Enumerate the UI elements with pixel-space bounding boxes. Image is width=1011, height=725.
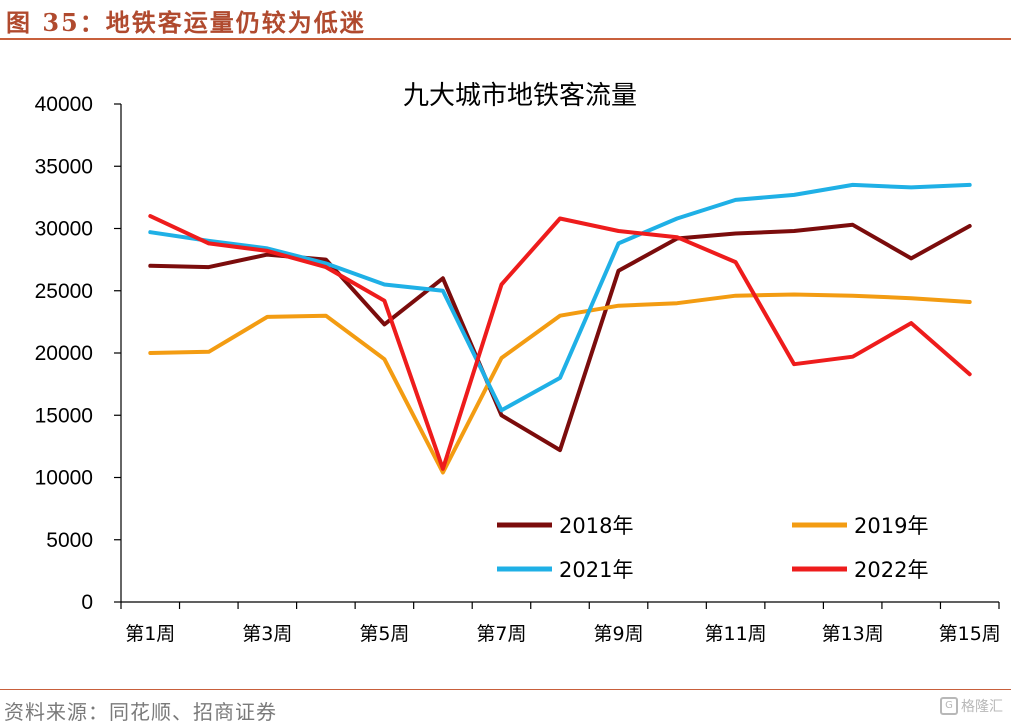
header-rule	[0, 38, 1011, 40]
x-tick-label: 第11周	[705, 623, 767, 645]
chart-axes: 0 5000 10000 15000 20000 25000 30000 35000 40000…	[35, 93, 1001, 645]
series-line-2021年	[148, 182, 972, 413]
y-tick-label: 15000	[35, 404, 93, 427]
y-tick-label: 40000	[35, 93, 93, 116]
x-tick-label: 第15周	[939, 623, 1001, 645]
figure-title: 图 35：地铁客运量仍较为低迷	[6, 8, 366, 37]
x-tick-label: 第13周	[822, 623, 884, 645]
y-tick-label: 0	[81, 591, 93, 614]
x-tick-label: 第3周	[242, 623, 292, 645]
source-note: 资料来源：同花顺、招商证券	[4, 700, 277, 724]
series-line-2019年	[148, 292, 972, 475]
x-tick-label: 第5周	[359, 623, 409, 645]
legend-label: 2018年	[559, 514, 633, 538]
y-tick-label: 20000	[35, 342, 93, 365]
legend-label: 2022年	[854, 558, 928, 582]
legend-label: 2019年	[854, 514, 928, 538]
footer-rule	[0, 689, 1011, 690]
watermark-logo-icon: G	[940, 697, 958, 715]
watermark-text: 格隆汇	[961, 699, 1003, 715]
series-line-2022年	[148, 214, 972, 471]
x-tick-label: 第1周	[125, 623, 175, 645]
legend-label: 2021年	[559, 558, 633, 582]
y-tick-label: 25000	[35, 280, 93, 303]
watermark: G 格隆汇	[940, 696, 1003, 716]
x-tick-label: 第9周	[593, 623, 643, 645]
line-chart: 九大城市地铁客流量 0 5000 10000 15000 20000 25000 30000…	[35, 81, 1001, 645]
figure-header: 图 35：地铁客运量仍较为低迷	[0, 0, 1011, 38]
series-line-2018年	[148, 222, 972, 453]
x-tick-label: 第7周	[476, 623, 526, 645]
y-tick-label: 35000	[35, 155, 93, 178]
chart-series	[148, 182, 972, 475]
chart-title: 九大城市地铁客流量	[403, 81, 637, 111]
y-tick-label: 10000	[35, 467, 93, 490]
y-tick-label: 30000	[35, 218, 93, 241]
chart-legend: 2018年 2019年 2021年 2022年	[497, 514, 928, 582]
y-tick-label: 5000	[46, 529, 93, 552]
